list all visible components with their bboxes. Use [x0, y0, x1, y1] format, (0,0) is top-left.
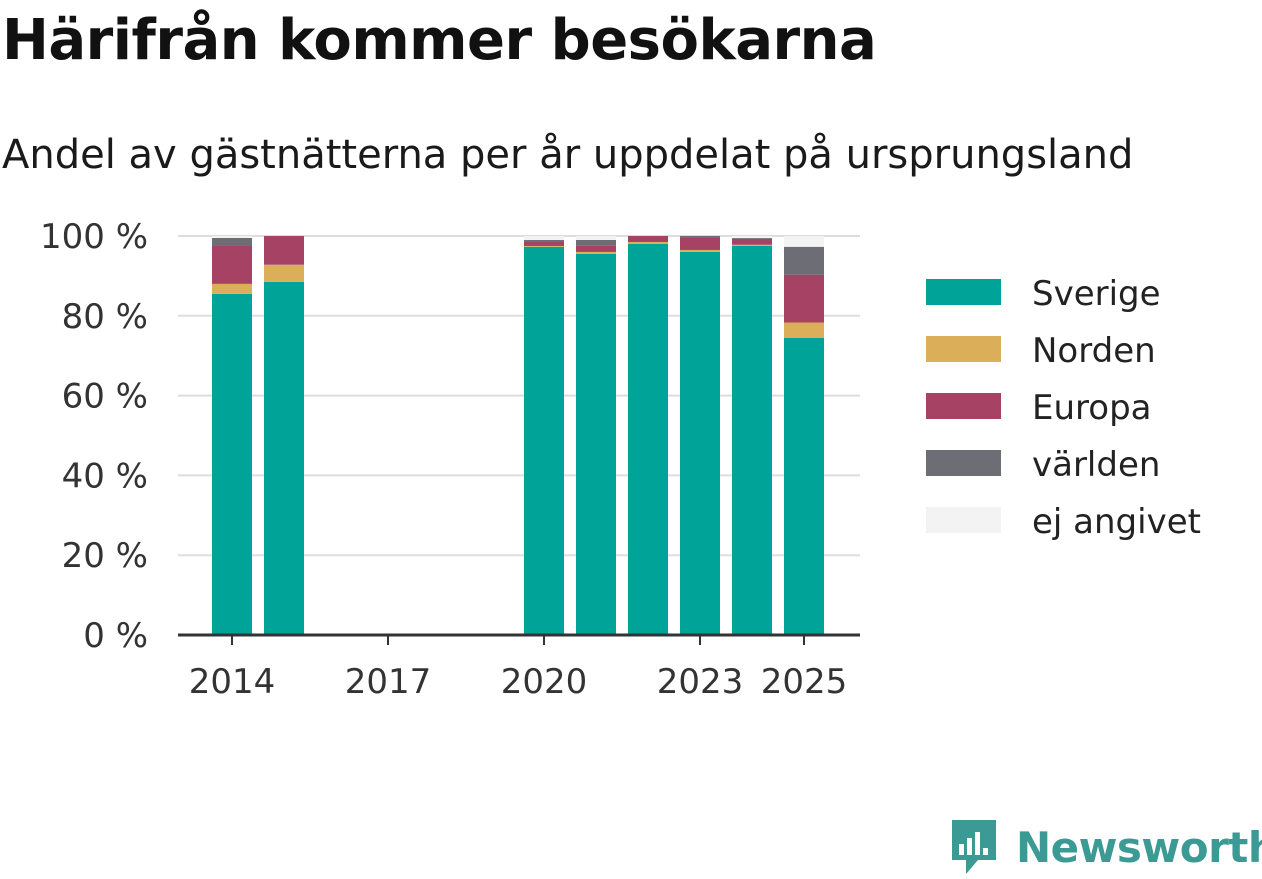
bar-segment [784, 337, 824, 635]
legend-swatch [926, 279, 1001, 305]
bar-segment [212, 283, 252, 294]
x-tick-label: 2017 [345, 662, 432, 702]
bar-segment [628, 236, 668, 242]
bar-segment [680, 249, 720, 252]
bar-segment [576, 245, 616, 252]
y-tick-label: 60 % [62, 377, 148, 417]
legend-label: Norden [1032, 331, 1156, 371]
x-tick-label: 2014 [189, 662, 276, 702]
y-tick-label: 20 % [62, 536, 148, 576]
bar-segment [732, 244, 772, 246]
y-tick-label: 100 % [40, 217, 148, 257]
newsworthy-logo-icon [952, 820, 996, 874]
bar-segment [264, 264, 304, 282]
bar-segment [576, 236, 616, 240]
bar-segment [576, 251, 616, 254]
legend-swatch [926, 450, 1001, 476]
x-tick-label: 2020 [501, 662, 588, 702]
y-axis: 0 % 20 % 40 % 60 % 80 % 100 % [40, 217, 148, 656]
bar-segment [524, 245, 564, 247]
bar-segment [732, 237, 772, 239]
legend: Sverige Norden Europa världen ej angivet [926, 274, 1201, 542]
x-tick-label: 2025 [761, 662, 848, 702]
y-tick-label: 0 % [83, 616, 148, 656]
newsworthy-logo: Newsworthy [950, 818, 1262, 876]
bar-segment [576, 239, 616, 246]
legend-swatch [926, 336, 1001, 362]
bar-segment [628, 241, 668, 244]
y-tick-label: 40 % [62, 456, 148, 496]
bar-segment [732, 236, 772, 238]
bar-segment [264, 281, 304, 635]
legend-swatch [926, 393, 1001, 419]
bar-segment [524, 241, 564, 246]
bar-segment [212, 293, 252, 635]
legend-label: Sverige [1032, 274, 1161, 314]
bar-segment [784, 322, 824, 338]
bar-segment [680, 251, 720, 635]
legend-label: världen [1032, 445, 1160, 485]
bar-segment [784, 236, 824, 247]
y-tick-label: 80 % [62, 297, 148, 337]
bar-segment [524, 246, 564, 635]
bar-segment [784, 274, 824, 323]
bar-segment [680, 237, 720, 250]
legend-label: ej angivet [1032, 502, 1201, 542]
x-axis: 2014 2017 2020 2023 2025 [178, 633, 860, 702]
bar-segment [680, 236, 720, 238]
x-tick-label: 2023 [657, 662, 744, 702]
newsworthy-logo-text: Newsworthy [1016, 822, 1262, 872]
bar-segment [628, 243, 668, 636]
bar-segment [732, 245, 772, 635]
chart-subtitle: Andel av gästnätterna per år uppdelat på… [2, 132, 1134, 178]
legend-label: Europa [1032, 388, 1151, 428]
bar-segment [264, 236, 304, 265]
bar-segment [212, 237, 252, 246]
bar-segment [784, 246, 824, 275]
bar-segment [576, 253, 616, 635]
bar-segment [212, 236, 252, 238]
chart-title: Härifrån kommer besökarna [2, 8, 877, 73]
bar-segment [524, 236, 564, 240]
legend-swatch [926, 507, 1001, 533]
bar-segment [524, 239, 564, 242]
bar-stacks [212, 236, 824, 636]
bar-segment [732, 238, 772, 245]
bar-segment [212, 245, 252, 284]
